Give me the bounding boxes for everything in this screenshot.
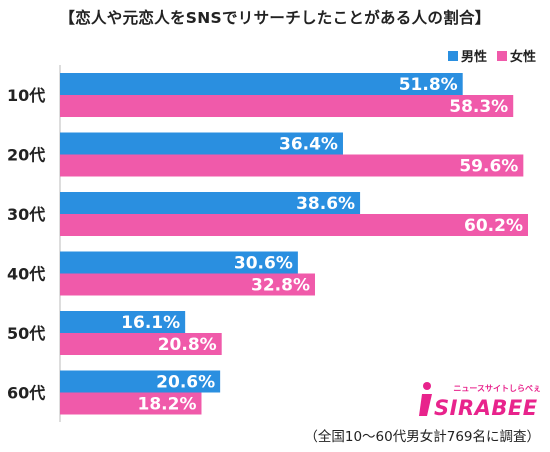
legend-item-female: 女性	[496, 46, 536, 65]
bar-male	[60, 73, 463, 95]
category-label: 60代	[7, 384, 45, 403]
legend-label-male: 男性	[460, 50, 487, 65]
bar-male	[60, 311, 186, 333]
logo-mark	[419, 382, 432, 416]
logo-wordmark: SIRABEE	[434, 396, 538, 420]
legend-swatch-female	[496, 50, 507, 61]
bar-value-label: 18.2%	[138, 395, 197, 415]
bar-male	[60, 132, 343, 155]
bar-value-label: 59.6%	[459, 157, 518, 177]
survey-footnote: （全国10～60代男女計769名に調査）	[304, 429, 540, 445]
bar-value-label: 32.8%	[251, 276, 310, 296]
bar-value-label: 58.3%	[449, 97, 508, 117]
bar-value-label: 20.6%	[156, 373, 215, 393]
bar-female	[60, 95, 514, 117]
legend: 男性 女性	[447, 46, 536, 65]
bar-male	[60, 251, 298, 274]
category-label: 10代	[7, 86, 45, 105]
bar-value-label: 60.2%	[464, 216, 523, 236]
bar-value-label: 30.6%	[234, 254, 293, 274]
bar-female	[60, 273, 315, 296]
legend-item-male: 男性	[447, 46, 487, 65]
legend-label-female: 女性	[509, 50, 536, 65]
bar-value-label: 36.4%	[279, 135, 338, 155]
bar-female	[60, 214, 528, 236]
chart-title: 【恋人や元恋人をSNSでリサーチしたことがある人の割合】	[59, 9, 491, 27]
bar-value-label: 20.8%	[158, 335, 217, 355]
category-label: 40代	[7, 265, 45, 284]
legend-swatch-male	[447, 50, 458, 61]
bar-male	[60, 192, 361, 214]
bar-value-label: 38.6%	[296, 194, 355, 214]
logo-tagline: ニュースサイトしらべぇ	[453, 384, 541, 393]
bar-value-label: 16.1%	[121, 313, 180, 333]
bar-male	[60, 370, 221, 393]
sirabee-logo: ニュースサイトしらべぇ SIRABEE	[419, 382, 541, 420]
category-label: 20代	[7, 146, 45, 165]
bar-female	[60, 333, 222, 355]
category-label: 50代	[7, 324, 45, 343]
category-label: 30代	[7, 205, 45, 224]
bar-female	[60, 392, 202, 415]
bar-value-label: 51.8%	[399, 75, 458, 95]
bar-female	[60, 154, 524, 177]
